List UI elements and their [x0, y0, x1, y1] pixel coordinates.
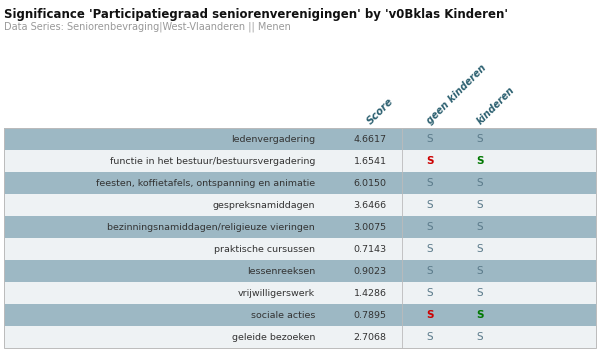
Bar: [4, 282, 596, 304]
Text: S: S: [476, 178, 484, 188]
Text: S: S: [426, 310, 434, 320]
Text: S: S: [427, 222, 433, 232]
Text: S: S: [427, 288, 433, 298]
Text: praktische cursussen: praktische cursussen: [214, 245, 315, 253]
Text: S: S: [476, 222, 484, 232]
Bar: [4, 172, 596, 194]
Text: 1.6541: 1.6541: [353, 156, 386, 166]
Bar: [4, 260, 596, 282]
Text: 3.0075: 3.0075: [353, 223, 386, 231]
Text: Significance 'Participatiegraad seniorenverenigingen' by 'v0Bklas Kinderen': Significance 'Participatiegraad senioren…: [4, 8, 508, 21]
Bar: [4, 238, 596, 260]
Text: S: S: [476, 332, 484, 342]
Text: kinderen: kinderen: [475, 84, 517, 126]
Text: 2.7068: 2.7068: [353, 332, 386, 342]
Text: 0.7895: 0.7895: [353, 310, 386, 320]
Text: S: S: [427, 200, 433, 210]
Bar: [4, 128, 596, 348]
Text: ledenvergadering: ledenvergadering: [231, 134, 315, 144]
Text: S: S: [476, 288, 484, 298]
Text: S: S: [476, 310, 484, 320]
Text: geen kinderen: geen kinderen: [425, 63, 488, 126]
Bar: [4, 304, 596, 326]
Bar: [4, 194, 596, 216]
Text: S: S: [427, 266, 433, 276]
Text: Score: Score: [365, 96, 395, 126]
Text: S: S: [476, 156, 484, 166]
Text: functie in het bestuur/bestuursvergadering: functie in het bestuur/bestuursvergaderi…: [110, 156, 315, 166]
Text: bezinningsnamiddagen/religieuze vieringen: bezinningsnamiddagen/religieuze vieringe…: [107, 223, 315, 231]
Text: gespreksnamiddagen: gespreksnamiddagen: [212, 201, 315, 210]
Text: lessenreeksen: lessenreeksen: [247, 266, 315, 275]
Text: 1.4286: 1.4286: [353, 288, 386, 298]
Text: vrijwilligerswerk: vrijwilligerswerk: [238, 288, 315, 298]
Text: 4.6617: 4.6617: [353, 134, 386, 144]
Text: 0.9023: 0.9023: [353, 266, 386, 275]
Text: geleide bezoeken: geleide bezoeken: [232, 332, 315, 342]
Bar: [4, 128, 596, 150]
Text: S: S: [426, 156, 434, 166]
Text: S: S: [427, 244, 433, 254]
Text: S: S: [476, 134, 484, 144]
Text: S: S: [427, 134, 433, 144]
Text: Data Series: Seniorenbevraging|West-Vlaanderen || Menen: Data Series: Seniorenbevraging|West-Vlaa…: [4, 22, 291, 33]
Bar: [4, 216, 596, 238]
Bar: [4, 326, 596, 348]
Text: 0.7143: 0.7143: [353, 245, 386, 253]
Text: S: S: [427, 178, 433, 188]
Text: 6.0150: 6.0150: [353, 178, 386, 188]
Text: feesten, koffietafels, ontspanning en animatie: feesten, koffietafels, ontspanning en an…: [96, 178, 315, 188]
Text: sociale acties: sociale acties: [251, 310, 315, 320]
Text: S: S: [427, 332, 433, 342]
Text: S: S: [476, 200, 484, 210]
Bar: [4, 150, 596, 172]
Text: S: S: [476, 244, 484, 254]
Text: 3.6466: 3.6466: [353, 201, 386, 210]
Text: S: S: [476, 266, 484, 276]
